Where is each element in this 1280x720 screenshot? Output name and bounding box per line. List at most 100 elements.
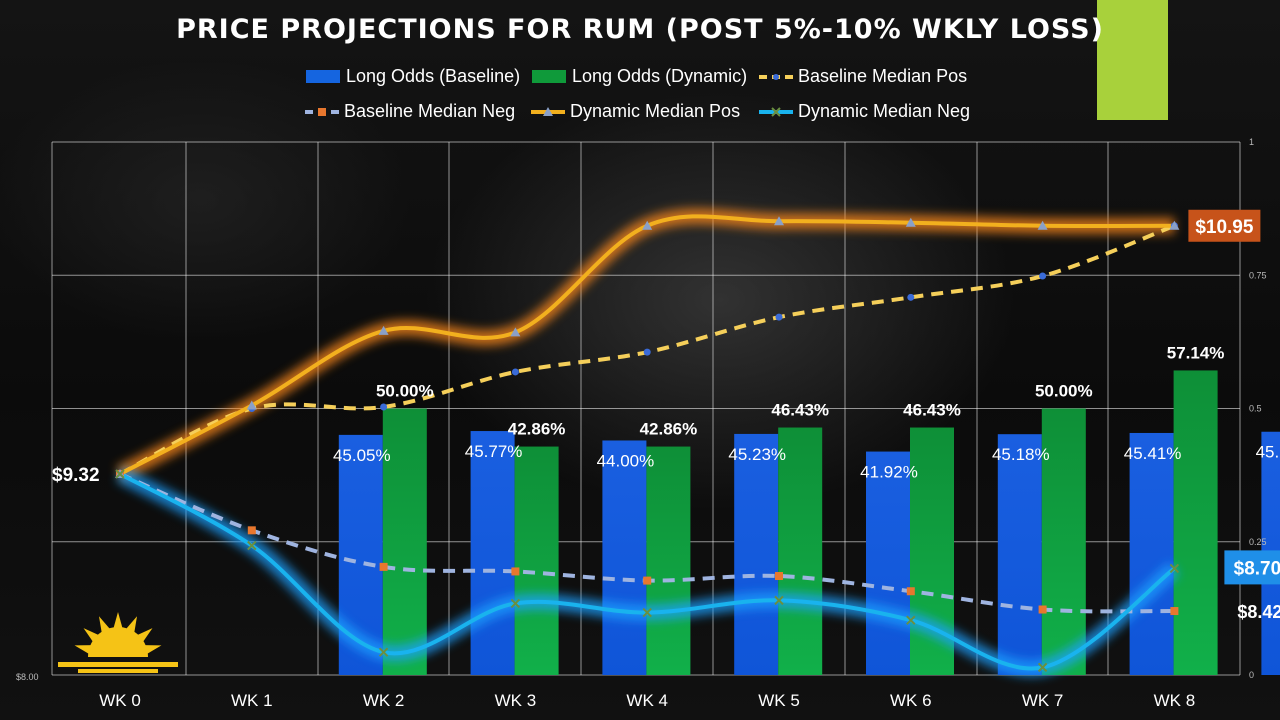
- category-label: WK 2: [363, 691, 405, 710]
- bar-dynamic: [1173, 370, 1218, 675]
- bar-dynamic-value-label: 50.00%: [376, 382, 434, 401]
- legend-item-dynamic-bars: Long Odds (Dynamic): [532, 66, 747, 87]
- bar-dynamic: [514, 446, 559, 675]
- category-label: WK 6: [890, 691, 932, 710]
- dynamic-median-neg-marker: [115, 469, 125, 479]
- legend-swatch-dynamic-median-neg: [759, 106, 793, 117]
- dynamic-median-pos-marker: [378, 325, 389, 335]
- right-axis-tick-label: 0.75: [1249, 270, 1267, 280]
- category-label: WK 3: [495, 691, 537, 710]
- legend-label: Baseline Median Neg: [344, 101, 516, 121]
- baseline-median-pos-marker: [380, 403, 388, 411]
- legend-swatch-baseline-median-pos: [759, 73, 793, 80]
- legend-swatch-dynamic-median-pos: [531, 106, 565, 116]
- bar-dynamic-value-label: 42.86%: [508, 420, 566, 439]
- bar-baseline: [734, 433, 779, 675]
- legend-swatch-baseline-median-neg: [305, 107, 339, 116]
- category-label: WK 7: [1022, 691, 1064, 710]
- bar-baseline: [602, 440, 647, 675]
- end-dyn-pos-box: [1188, 209, 1261, 242]
- bar-dynamic: [778, 427, 823, 675]
- baseline-median-neg-marker: [1170, 607, 1179, 616]
- baseline-median-neg-marker: [247, 526, 256, 535]
- dynamic-median-pos-line: [119, 214, 1175, 476]
- bar-dynamic: [1041, 408, 1086, 675]
- right-axis-tick-label: 0.25: [1249, 537, 1267, 547]
- baseline-median-neg-marker: [906, 587, 915, 596]
- dynamic-median-pos-marker: [1037, 220, 1048, 230]
- dynamic-median-pos-marker: [246, 400, 257, 410]
- sun-icon: [58, 612, 178, 673]
- legend-item-baseline-median-pos: Baseline Median Pos: [758, 66, 967, 87]
- start-price-label: $9.32: [52, 465, 100, 486]
- right-axis-tick-label: 0: [1249, 670, 1254, 680]
- end-base-neg-label: $8.42: [1237, 602, 1280, 622]
- bar-dynamic-value-label: 46.43%: [903, 401, 961, 420]
- category-label: WK 4: [626, 691, 668, 710]
- bar-baseline: [866, 451, 910, 675]
- legend-swatch-dynamic-bars: [532, 70, 566, 83]
- dynamic-median-neg-marker: [1169, 563, 1180, 574]
- legend-label: Long Odds (Dynamic): [572, 66, 748, 86]
- dynamic-median-neg-marker: [774, 595, 784, 606]
- right-axis-tick-label: 0.5: [1249, 404, 1262, 414]
- legend-item-dynamic-median-pos: Dynamic Median Pos: [530, 101, 740, 122]
- right-axis-tick-label: 1: [1249, 137, 1254, 147]
- baseline-median-neg-marker: [379, 562, 388, 571]
- legend-label: Long Odds (Baseline): [346, 66, 521, 86]
- bar-baseline-value-label: 41.92%: [860, 463, 918, 482]
- legend-label: Dynamic Median Neg: [798, 101, 971, 121]
- axes: 0 0.25 0.5 0.75 1 $8.00 WK 0 WK 1 WK 2 WK 3 WK 4 WK…: [16, 137, 1267, 710]
- dynamic-median-pos-marker: [774, 216, 784, 226]
- baseline-median-pos-marker: [1039, 272, 1047, 280]
- bar-dynamic-value-label: 42.86%: [640, 420, 698, 439]
- series-lines: [115, 208, 1180, 677]
- category-label: WK 1: [231, 691, 273, 710]
- bar-baseline-value-label: 45.05%: [333, 446, 391, 465]
- baseline-median-neg-marker: [643, 576, 652, 585]
- bar-baseline-value-label: 45.64%: [1256, 443, 1280, 462]
- dynamic-median-pos-marker: [905, 217, 916, 227]
- dynamic-median-pos-marker: [510, 327, 521, 337]
- accent-block: [1097, 0, 1168, 120]
- bar-baseline-value-label: 44.00%: [597, 451, 655, 470]
- baseline-median-neg-marker: [1038, 605, 1047, 614]
- legend-item-baseline-bars: Long Odds (Baseline): [306, 66, 520, 87]
- bars: [338, 370, 1280, 675]
- legend-label: Dynamic Median Pos: [570, 101, 741, 121]
- bar-dynamic-value-label: 46.43%: [771, 401, 829, 420]
- dynamic-median-neg-marker: [906, 615, 916, 625]
- left-axis-min-label: $8.00: [16, 672, 39, 682]
- bar-baseline: [1129, 432, 1174, 675]
- baseline-median-pos-marker: [907, 293, 915, 301]
- baseline-median-pos-marker: [511, 368, 519, 376]
- dynamic-median-pos-marker: [1169, 220, 1180, 230]
- bar-dynamic: [646, 446, 691, 675]
- bar-baseline-value-label: 45.18%: [992, 445, 1050, 464]
- end-dyn-neg-box: [1224, 550, 1280, 585]
- bar-baseline-value-label: 45.23%: [728, 445, 786, 464]
- legend-swatch-baseline-bars: [306, 70, 340, 83]
- category-label: WK 5: [758, 691, 800, 710]
- end-dyn-neg-label: $8.70: [1234, 558, 1280, 579]
- dynamic-median-neg-marker: [247, 540, 257, 551]
- dynamic-median-pos-marker: [642, 220, 653, 230]
- bar-baseline-value-label: 45.41%: [1124, 444, 1182, 463]
- legend-item-dynamic-median-neg: Dynamic Median Neg: [758, 101, 970, 122]
- baseline-median-pos-marker: [643, 348, 651, 356]
- dynamic-median-neg-marker: [510, 598, 521, 609]
- end-dyn-pos-label: $10.95: [1195, 217, 1254, 238]
- category-label: WK 0: [99, 691, 141, 710]
- dynamic-median-neg-marker: [642, 607, 652, 618]
- bar-dynamic-value-label: 50.00%: [1035, 382, 1093, 401]
- bar-baseline: [470, 431, 515, 675]
- bar-baseline-value-label: 45.77%: [465, 442, 523, 461]
- baseline-median-pos-marker: [775, 313, 783, 321]
- baseline-median-neg-marker: [775, 572, 783, 581]
- legend-item-baseline-median-neg: Baseline Median Neg: [304, 101, 515, 122]
- dynamic-median-neg-marker: [378, 647, 389, 657]
- dynamic-median-neg-marker: [1037, 662, 1048, 673]
- legend-label: Baseline Median Pos: [798, 66, 968, 86]
- category-label: WK 8: [1154, 691, 1196, 710]
